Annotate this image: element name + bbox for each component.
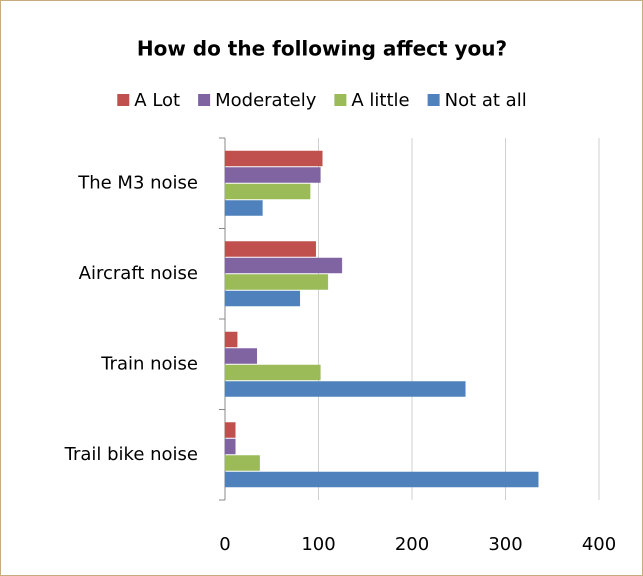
x-tick-label: 0	[219, 534, 230, 555]
bar	[224, 471, 539, 488]
bar	[224, 150, 323, 167]
y-tick-label: The M3 noise	[77, 172, 198, 193]
x-tick-label: 300	[488, 534, 522, 555]
x-tick-label: 100	[301, 534, 335, 555]
bar	[224, 455, 260, 471]
bar	[224, 381, 466, 397]
legend-swatch	[427, 94, 440, 106]
legend-swatch	[117, 94, 130, 106]
bar	[224, 290, 301, 307]
bar	[224, 331, 238, 348]
legend-label: Not at all	[445, 90, 527, 111]
bar	[224, 422, 236, 438]
legend-swatch	[334, 94, 347, 106]
legend-swatch	[198, 94, 211, 106]
y-tick-label: Trail bike noise	[64, 444, 198, 465]
legend-label: A Lot	[134, 90, 180, 111]
bar	[224, 241, 316, 257]
x-tick-label: 400	[582, 534, 616, 555]
bar	[224, 167, 321, 183]
chart-title: How do the following affect you?	[137, 37, 507, 61]
y-tick-label: Aircraft noise	[79, 263, 198, 284]
bar	[224, 200, 263, 216]
y-tick-label: Train noise	[100, 353, 198, 374]
legend-label: A little	[351, 90, 409, 111]
bar	[224, 274, 329, 290]
bar	[224, 183, 311, 200]
x-tick-label: 200	[395, 534, 429, 555]
bar	[224, 348, 258, 364]
bar	[224, 438, 236, 455]
legend: A Lot Moderately A little Not at all	[117, 90, 527, 111]
legend-label: Moderately	[215, 90, 317, 111]
bar	[224, 364, 321, 381]
bar	[224, 257, 343, 274]
